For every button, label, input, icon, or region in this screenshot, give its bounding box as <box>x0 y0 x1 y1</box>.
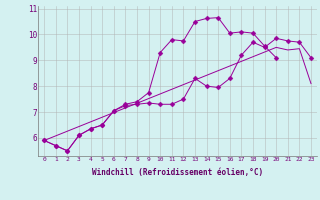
X-axis label: Windchill (Refroidissement éolien,°C): Windchill (Refroidissement éolien,°C) <box>92 168 263 177</box>
